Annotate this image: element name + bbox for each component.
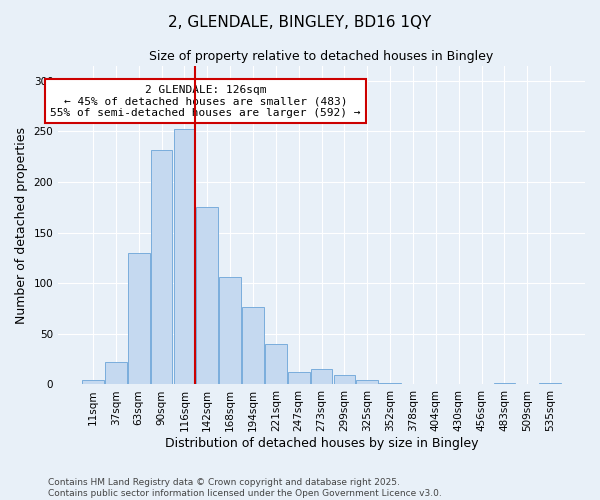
Text: 2, GLENDALE, BINGLEY, BD16 1QY: 2, GLENDALE, BINGLEY, BD16 1QY bbox=[169, 15, 431, 30]
Text: Contains HM Land Registry data © Crown copyright and database right 2025.
Contai: Contains HM Land Registry data © Crown c… bbox=[48, 478, 442, 498]
Text: 2 GLENDALE: 126sqm
← 45% of detached houses are smaller (483)
55% of semi-detach: 2 GLENDALE: 126sqm ← 45% of detached hou… bbox=[50, 84, 361, 118]
Bar bbox=[242, 306, 264, 384]
Bar bbox=[288, 372, 310, 384]
Bar bbox=[128, 253, 149, 384]
Bar bbox=[151, 150, 172, 384]
Bar bbox=[219, 277, 241, 384]
Bar bbox=[311, 370, 332, 384]
Bar bbox=[196, 208, 218, 384]
Title: Size of property relative to detached houses in Bingley: Size of property relative to detached ho… bbox=[149, 50, 494, 63]
X-axis label: Distribution of detached houses by size in Bingley: Distribution of detached houses by size … bbox=[165, 437, 478, 450]
Bar bbox=[356, 380, 378, 384]
Bar bbox=[82, 380, 104, 384]
Bar bbox=[173, 130, 195, 384]
Bar bbox=[265, 344, 287, 385]
Bar bbox=[334, 376, 355, 384]
Bar bbox=[105, 362, 127, 384]
Y-axis label: Number of detached properties: Number of detached properties bbox=[15, 126, 28, 324]
